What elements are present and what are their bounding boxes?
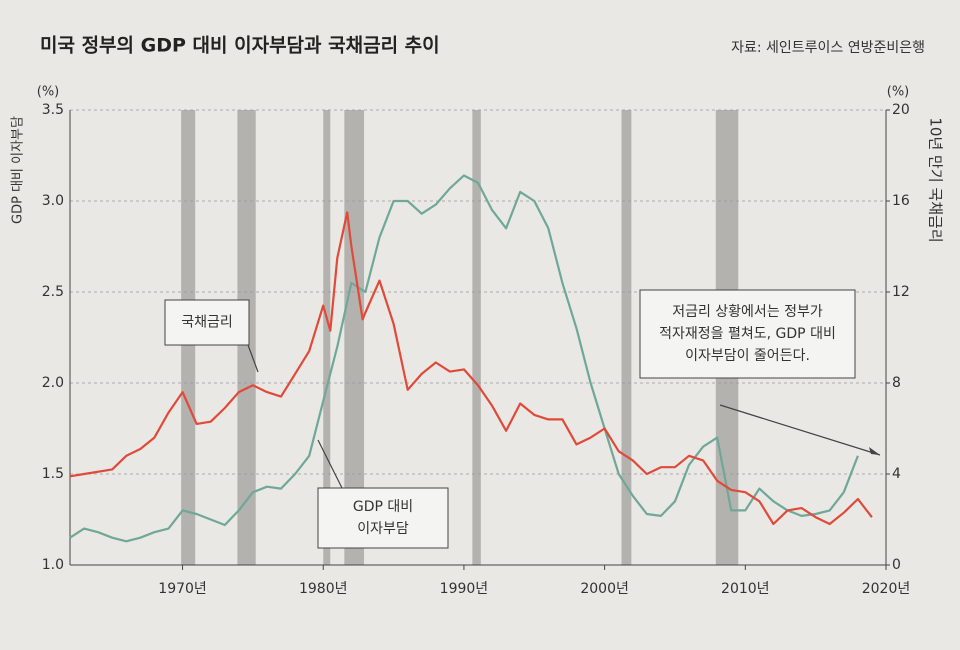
x-tick-label: 1970년 bbox=[158, 581, 207, 597]
arrow-head bbox=[869, 447, 880, 455]
shaded-period bbox=[323, 110, 331, 565]
y-tick-label: 1.5 bbox=[42, 466, 64, 482]
x-tick-label: 2000년 bbox=[580, 581, 629, 597]
y2-tick-label: 12 bbox=[892, 284, 910, 300]
y2-tick-label: 0 bbox=[892, 557, 901, 573]
annotation-leader bbox=[719, 404, 881, 456]
annotation-text: GDP 대비 bbox=[353, 499, 413, 515]
annotation-leader bbox=[247, 344, 259, 373]
annotation-text: 국채금리 bbox=[181, 315, 233, 331]
shaded-period bbox=[621, 110, 632, 565]
annotation-box bbox=[164, 299, 250, 346]
annotation-box bbox=[639, 289, 856, 379]
annotation-text: 저금리 상황에서는 정부가 bbox=[672, 304, 823, 320]
annotation-text: 이자부담 bbox=[357, 521, 409, 537]
annotation-leader bbox=[317, 439, 343, 489]
shaded-period bbox=[472, 110, 481, 565]
annotation-box bbox=[317, 487, 449, 549]
y-tick-label: 2.5 bbox=[42, 284, 64, 300]
x-tick-label: 1990년 bbox=[440, 581, 489, 597]
y-tick-label: 3.5 bbox=[42, 102, 64, 118]
y2-tick-label: 8 bbox=[892, 375, 901, 391]
y-tick-label: 2.0 bbox=[42, 375, 64, 391]
y-unit: (%) bbox=[37, 85, 60, 100]
x-tick-label: 2020년 bbox=[862, 581, 911, 597]
chart-title: 미국 정부의 GDP 대비 이자부담과 국채금리 추이 bbox=[40, 35, 440, 57]
series-line bbox=[69, 211, 873, 526]
annotation-text: 이자부담이 줄어든다. bbox=[685, 348, 810, 364]
y2-tick-label: 20 bbox=[892, 102, 910, 118]
x-tick-label: 2010년 bbox=[721, 581, 770, 597]
y-axis-label: GDP 대비 이자부담 bbox=[11, 116, 26, 224]
annotation-text: 적자재정을 펼쳐도, GDP 대비 bbox=[659, 326, 836, 342]
x-tick-label: 1980년 bbox=[299, 581, 348, 597]
y2-tick-label: 4 bbox=[892, 466, 901, 482]
y2-axis-label: 10년 만기 국채금리 bbox=[927, 117, 945, 242]
y-tick-label: 3.0 bbox=[42, 193, 64, 209]
source: 자료: 세인트루이스 연방준비은행 bbox=[731, 40, 925, 56]
y2-tick-label: 16 bbox=[892, 193, 910, 209]
y-tick-label: 1.0 bbox=[42, 557, 64, 573]
y2-unit: (%) bbox=[887, 85, 910, 100]
